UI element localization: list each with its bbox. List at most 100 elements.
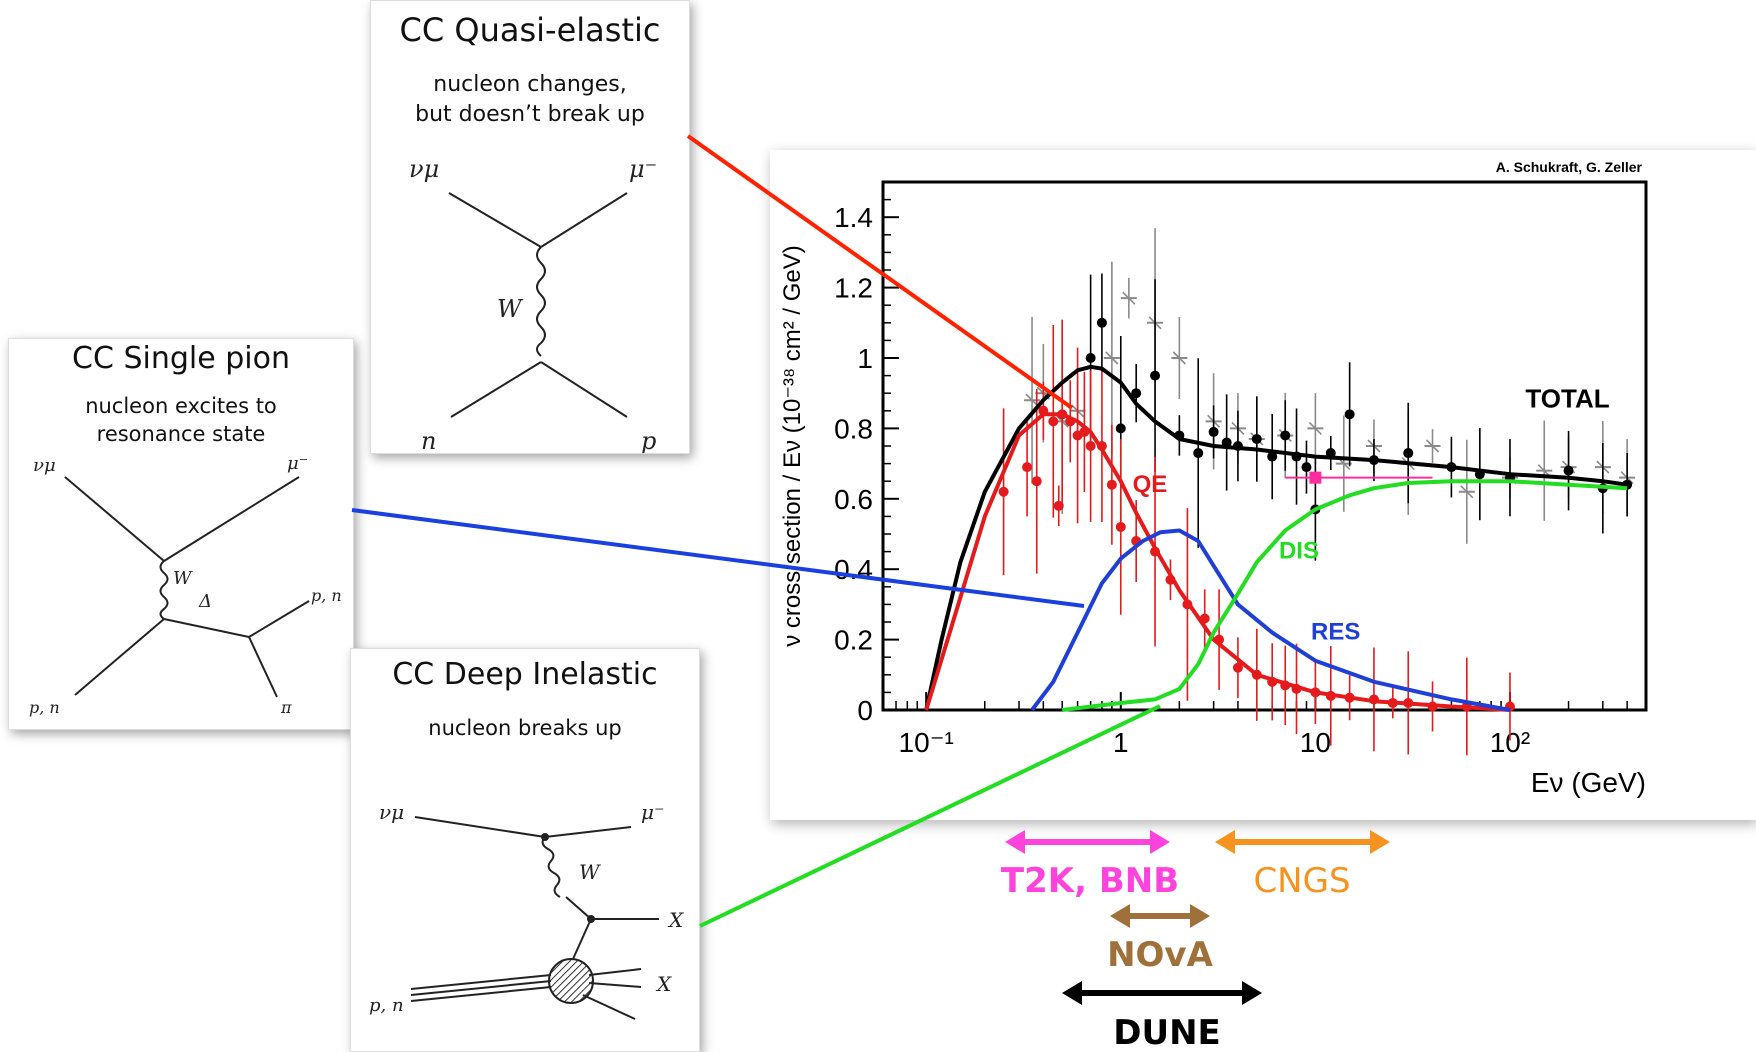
black-data-point [1193,448,1204,459]
black-data-point [1280,430,1291,441]
red-data-point [1053,500,1064,511]
dune-arrow-head-right [1242,981,1262,1005]
black-data-point [1085,353,1096,363]
dis-label-out-mid: X [667,908,684,932]
black-data-point [1251,433,1262,444]
pion-label-resonance: Δ [198,591,212,612]
nova-arrow-head-right [1190,904,1210,928]
credit-label: A. Schukraft, G. Zeller [1496,159,1643,175]
gray-data-point-diag [1122,291,1136,305]
qe-label-in-top: νμ [409,155,439,183]
qe-annotation: QE [1133,471,1168,498]
dis-card-subtitle-1: nucleon breaks up [428,716,622,740]
qe-card-title: CC Quasi-elastic [399,11,661,49]
x-axis-label: Eν (GeV) [1531,767,1646,798]
card-single-pion: CC Single pion nucleon excites to resona… [8,338,354,730]
qe-label-boson: W [497,295,524,323]
black-data-point [1563,465,1574,476]
black-data-point [1267,451,1278,462]
pion-feynman-diagram: νμ μ⁻ W Δ p, n p, n π [29,453,342,717]
qe-label-out-top: μ⁻ [629,155,657,183]
cngs-label: CNGS [1253,861,1350,901]
cngs-arrow-head-left [1215,830,1235,854]
total-annotation: TOTAL [1525,383,1609,413]
x-tick-label: 10 [1300,727,1331,758]
card-deep-inelastic: CC Deep Inelastic nucleon breaks up νμ μ… [350,648,700,1052]
red-data-point [1022,462,1033,473]
dis-label-boson: W [579,860,601,884]
pion-label-out-top: μ⁻ [287,453,308,474]
pion-card-subtitle-2: resonance state [96,422,266,446]
gray-data-point-diag [1308,421,1322,435]
gray-data-point-diag [1105,351,1119,365]
pion-card-subtitle-1: nucleon excites to [85,394,277,418]
magenta-data-point [1309,471,1322,484]
qe-label-out-bottom: p [641,427,656,453]
x-tick-label: 1 [1113,727,1129,758]
y-tick-label: 1.2 [834,273,873,304]
dis-feynman-diagram: νμ μ⁻ W X X p, n [369,800,684,1020]
y-tick-label: 1.4 [834,202,873,233]
gray-data-point-diag [1425,439,1440,453]
card-quasi-elastic: CC Quasi-elastic nucleon changes, but do… [370,0,690,454]
y-tick-label: 0.4 [834,554,873,585]
y-tick-label: 0 [857,695,873,726]
y-tick-label: 0.6 [834,484,873,515]
dune-arrow-head-left [1062,981,1082,1005]
qe-card-subtitle-2: but doesn’t break up [415,102,645,127]
pion-label-in-bottom: p, n [29,698,60,717]
cross-section-plot-panel: A. Schukraft, G. Zeller 0 0.2 0.4 0.6 0.8 1 1.2… [770,150,1756,820]
dis-annotation: DIS [1279,538,1319,565]
pion-label-out-bottom: π [280,698,292,717]
black-data-point [1096,317,1107,328]
red-data-point [1048,416,1059,427]
qe-curve [924,412,1511,712]
dune-label: DUNE [1113,1013,1221,1052]
x-tick-label: 10⁻¹ [899,727,954,758]
qe-card-subtitle-1: nucleon changes, [433,72,627,97]
y-tick-label: 0.2 [834,625,873,656]
red-data-point [1106,479,1117,490]
qe-connector-line [686,134,1074,410]
t2k-bnb-arrow-head-right [1150,830,1170,854]
red-data-point [998,486,1009,497]
red-data-point [1232,662,1243,673]
pion-label-boson: W [173,568,193,589]
res-connector-line [351,508,1085,608]
black-data-point [1131,388,1142,399]
y-axis-label: ν cross section / Eν (10⁻³⁸ cm² / GeV) [779,245,806,647]
black-data-point [1344,409,1355,420]
dis-card-title: CC Deep Inelastic [392,657,658,692]
t2k-bnb-arrow-head-left [1005,830,1025,854]
res-annotation: RES [1311,619,1360,646]
pion-card-title: CC Single pion [72,341,290,376]
qe-label-in-bottom: n [421,427,436,453]
black-data-point [1150,370,1161,381]
dis-label-in-top: νμ [379,800,404,824]
red-data-point [1031,476,1042,487]
pion-label-out-right: p, n [311,586,342,605]
nova-arrow-head-left [1110,904,1130,928]
y-tick-label: 1 [857,343,873,374]
cross-section-chart: A. Schukraft, G. Zeller 0 0.2 0.4 0.6 0.8 1 1.2… [779,159,1648,798]
gray-data-point-diag [1172,351,1186,365]
qe-feynman-diagram: νμ μ⁻ W n p [409,155,657,453]
pion-label-in-top: νμ [33,455,56,476]
dis-label-out-top: μ⁻ [641,800,665,824]
black-data-point [1115,423,1126,434]
t2k-bnb-label: T2K, BNB [1001,861,1179,901]
red-data-point [1085,441,1096,451]
nova-label: NOvA [1107,935,1214,975]
black-data-point [1403,448,1414,459]
black-data-point [1208,426,1219,437]
red-data-point [1115,521,1126,532]
y-tick-label: 0.8 [834,413,873,444]
res-curve [1030,528,1511,712]
total-curve [924,364,1628,711]
dis-connector-line [699,704,1161,928]
dis-label-out-bottom: X [655,972,672,996]
gray-data-point-diag [1460,485,1474,499]
dis-curve [1061,479,1628,712]
dis-label-in-bottom: p, n [369,995,404,1016]
